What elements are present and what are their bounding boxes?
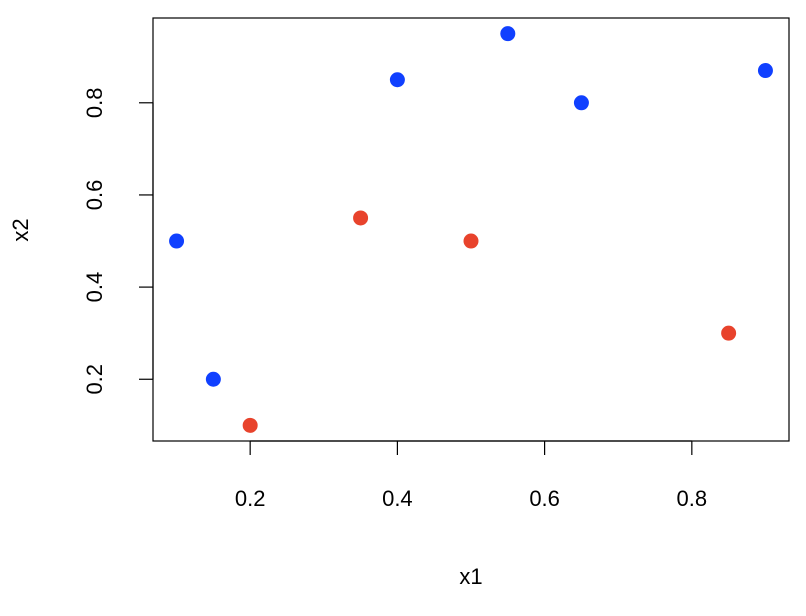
point [721,325,737,341]
y-tick-label: 0.8 [82,87,107,118]
point [205,371,221,387]
x-axis-label: x1 [459,564,482,589]
x-tick-label: 0.8 [677,486,708,511]
y-tick-label: 0.6 [82,180,107,211]
x-tick-label: 0.6 [529,486,560,511]
point [500,26,516,42]
plot-box [152,17,790,442]
y-tick-label: 0.4 [82,272,107,303]
point [573,95,589,111]
point [757,63,773,79]
x-tick-label: 0.4 [382,486,413,511]
point [169,233,185,249]
y-axis-label: x2 [8,218,33,241]
point [389,72,405,88]
point [463,233,479,249]
point [353,210,369,226]
point [242,417,258,433]
y-tick-label: 0.2 [82,364,107,395]
x-tick-label: 0.2 [235,486,266,511]
